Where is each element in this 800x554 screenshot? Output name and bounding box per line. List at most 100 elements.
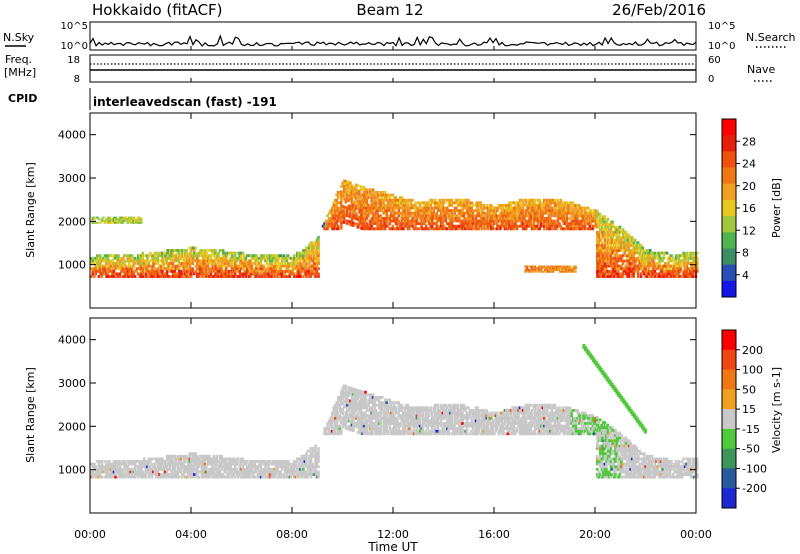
power-cell	[633, 262, 637, 265]
power-cell	[538, 227, 541, 231]
power-cell	[338, 211, 342, 215]
power-cell	[285, 269, 288, 273]
power-cell	[168, 249, 172, 252]
velocity-cell	[264, 470, 267, 474]
power-cell	[367, 196, 370, 199]
power-cell	[176, 267, 179, 271]
power-cell	[336, 209, 340, 212]
power-cell	[617, 259, 620, 263]
power-cell	[305, 275, 308, 278]
velocity-cell	[347, 419, 351, 423]
power-cell	[223, 262, 226, 265]
velocity-cell	[359, 403, 363, 406]
power-cell	[491, 217, 495, 220]
power-cell	[311, 272, 314, 276]
power-cell	[614, 272, 617, 276]
power-cell	[606, 230, 610, 234]
power-cell	[270, 254, 273, 258]
velocity-cell	[362, 416, 366, 420]
velocity-cell	[188, 467, 192, 471]
power-cell	[441, 201, 445, 205]
power-cell	[373, 196, 376, 199]
power-cell	[165, 267, 169, 271]
power-cell	[324, 227, 328, 231]
power-cell	[665, 267, 669, 271]
power-cell	[106, 272, 110, 276]
power-cell	[340, 203, 343, 207]
velocity-cell	[153, 467, 157, 471]
power-cell	[526, 222, 529, 225]
power-cell	[315, 256, 319, 260]
power-cell	[246, 262, 249, 265]
velocity-cell	[227, 457, 231, 461]
velocity-cell	[237, 475, 240, 479]
power-cell	[103, 220, 107, 222]
power-cell	[449, 224, 452, 228]
velocity-cell	[102, 465, 105, 469]
power-cell	[180, 256, 184, 260]
power-cell	[371, 188, 375, 192]
power-cell	[617, 225, 620, 229]
power-cell	[212, 249, 216, 252]
power-cell	[333, 211, 337, 215]
power-cell	[227, 259, 231, 263]
velocity-cell	[146, 467, 149, 471]
power-cell	[290, 264, 293, 268]
power-cell	[546, 227, 549, 231]
velocity-cell	[227, 460, 231, 463]
power-cell	[165, 251, 169, 255]
power-cell	[617, 264, 620, 268]
velocity-cell	[303, 457, 307, 461]
power-cell	[447, 214, 451, 218]
power-cell	[361, 219, 364, 223]
power-cell	[409, 204, 413, 207]
power-cell	[252, 262, 255, 265]
velocity-cell	[97, 470, 101, 474]
power-cell	[664, 272, 667, 276]
power-cell	[188, 256, 192, 260]
power-cell	[312, 264, 316, 268]
power-cell	[424, 217, 428, 220]
velocity-cell	[202, 467, 205, 471]
velocity-cell	[170, 475, 173, 479]
power-cell	[390, 204, 393, 207]
velocity-cell	[91, 462, 95, 466]
power-cell	[405, 222, 408, 225]
velocity-cell	[244, 473, 248, 476]
cpid-value: interleavedscan (fast) -191	[93, 95, 277, 109]
power-cell	[606, 272, 610, 276]
power-cell	[365, 201, 369, 205]
power-cell	[644, 275, 648, 278]
velocity-cell	[344, 416, 348, 419]
power-cell	[612, 241, 616, 245]
power-cell	[497, 204, 501, 207]
power-cell	[450, 214, 454, 218]
power-cell	[606, 233, 610, 237]
velocity-cell	[361, 429, 364, 433]
velocity-cell	[212, 475, 216, 479]
power-cell	[544, 206, 548, 210]
velocity-cell	[155, 460, 158, 463]
power-cell	[394, 219, 398, 223]
power-cell	[365, 222, 369, 225]
power-cell	[106, 216, 110, 219]
power-cell	[558, 201, 561, 205]
power-cell	[364, 217, 367, 220]
power-cell	[267, 267, 270, 271]
power-cell	[233, 269, 237, 273]
power-cell	[596, 275, 599, 278]
power-cell	[173, 254, 176, 258]
power-cell	[335, 204, 338, 207]
power-cell	[609, 254, 613, 258]
power-cell	[120, 264, 123, 268]
velocity-cell	[244, 470, 248, 474]
power-cell	[599, 251, 602, 255]
velocity-cell	[199, 460, 202, 463]
power-cell	[597, 225, 601, 229]
power-cell	[155, 272, 158, 276]
power-cell	[499, 224, 502, 228]
velocity-cell	[358, 431, 361, 435]
power-cell	[129, 220, 132, 222]
power-cell	[530, 265, 533, 268]
power-cell	[429, 222, 432, 225]
